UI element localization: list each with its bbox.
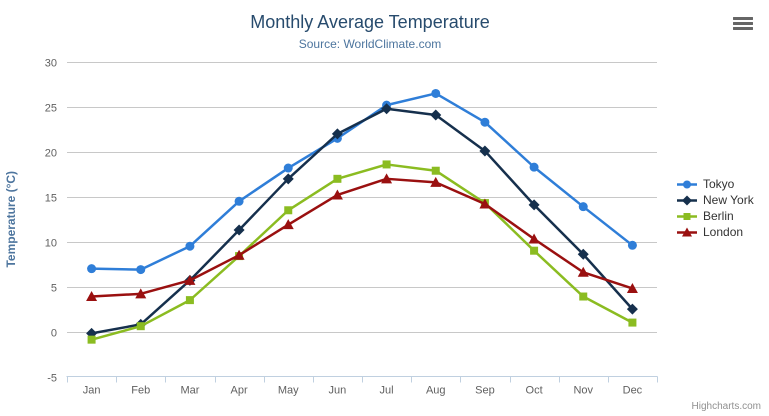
point-london[interactable] xyxy=(135,288,147,299)
point-tokyo[interactable] xyxy=(578,202,588,212)
legend-marker-berlin xyxy=(683,213,691,220)
export-menu-button[interactable] xyxy=(731,15,757,35)
legend-symbol-triangle-icon xyxy=(677,227,697,237)
legend-marker-tokyo xyxy=(683,180,691,189)
y-axis-label: 10 xyxy=(45,238,57,250)
point-new-york[interactable] xyxy=(331,128,343,140)
series-line-new-york[interactable] xyxy=(90,107,634,335)
x-axis-label: Jan xyxy=(83,385,101,397)
y-axis-label: 20 xyxy=(45,148,57,160)
y-axis-label: 30 xyxy=(45,58,57,70)
credits-link[interactable]: Highcharts.com xyxy=(691,401,761,412)
y-axis-label: 25 xyxy=(45,103,57,115)
point-berlin[interactable] xyxy=(284,206,293,215)
point-berlin[interactable] xyxy=(579,292,588,301)
point-new-york[interactable] xyxy=(233,224,245,236)
point-tokyo[interactable] xyxy=(234,196,244,206)
legend-symbol-diamond-icon xyxy=(677,195,697,206)
x-axis-label: Nov xyxy=(573,385,593,397)
legend-item-london[interactable]: London xyxy=(676,224,754,240)
point-london[interactable] xyxy=(184,274,196,285)
point-tokyo[interactable] xyxy=(480,117,490,127)
point-tokyo[interactable] xyxy=(283,163,293,173)
legend: Tokyo New York Berlin London xyxy=(676,176,754,240)
series-line-london[interactable] xyxy=(90,177,634,298)
point-tokyo[interactable] xyxy=(431,88,441,98)
point-london[interactable] xyxy=(86,291,98,302)
x-axis-label: Feb xyxy=(131,385,150,397)
point-london[interactable] xyxy=(479,198,491,209)
legend-item-new-york[interactable]: New York xyxy=(676,192,754,208)
point-berlin[interactable] xyxy=(628,318,637,327)
y-axis-label: 5 xyxy=(51,283,57,295)
point-new-york[interactable] xyxy=(381,103,393,115)
point-berlin[interactable] xyxy=(87,335,96,344)
point-london[interactable] xyxy=(577,266,589,277)
x-axis-label: Aug xyxy=(426,385,446,397)
y-axis-title: Temperature (°C) xyxy=(4,171,18,268)
legend-item-berlin[interactable]: Berlin xyxy=(676,208,754,224)
x-axis-label: May xyxy=(278,385,299,397)
point-london[interactable] xyxy=(233,249,245,260)
legend-label-new-york: New York xyxy=(703,193,754,207)
point-london[interactable] xyxy=(430,176,442,187)
x-axis-label: Sep xyxy=(475,385,495,397)
point-berlin[interactable] xyxy=(136,322,145,331)
point-berlin[interactable] xyxy=(382,160,391,169)
point-berlin[interactable] xyxy=(185,296,194,305)
point-berlin[interactable] xyxy=(431,166,440,175)
series-line-tokyo[interactable] xyxy=(90,92,634,271)
point-tokyo[interactable] xyxy=(136,265,146,275)
series-line-berlin[interactable] xyxy=(90,163,634,341)
point-tokyo[interactable] xyxy=(185,241,195,251)
point-tokyo[interactable] xyxy=(529,162,539,172)
legend-item-tokyo[interactable]: Tokyo xyxy=(676,176,754,192)
x-axis-label: Jul xyxy=(380,385,394,397)
point-berlin[interactable] xyxy=(530,246,539,255)
point-new-york[interactable] xyxy=(528,199,540,211)
x-axis-label: Apr xyxy=(231,385,248,397)
x-axis-label: Dec xyxy=(623,385,643,397)
y-axis-label: 0 xyxy=(51,328,57,340)
point-london[interactable] xyxy=(626,282,638,293)
x-axis-label: Mar xyxy=(180,385,199,397)
legend-label-berlin: Berlin xyxy=(703,209,734,223)
point-london[interactable] xyxy=(282,219,294,230)
legend-marker-new-york xyxy=(682,195,692,206)
point-new-york[interactable] xyxy=(282,173,294,185)
point-berlin[interactable] xyxy=(333,174,342,183)
legend-label-tokyo: Tokyo xyxy=(703,177,735,191)
chart-title: Monthly Average Temperature xyxy=(250,12,490,32)
point-tokyo[interactable] xyxy=(627,240,637,250)
x-axis-label: Oct xyxy=(526,385,543,397)
point-london[interactable] xyxy=(381,173,393,184)
point-new-york[interactable] xyxy=(479,145,491,157)
point-london[interactable] xyxy=(528,233,540,244)
point-tokyo[interactable] xyxy=(87,264,97,274)
x-axis-label: Jun xyxy=(329,385,347,397)
legend-symbol-square-icon xyxy=(677,213,697,220)
legend-symbol-circle-icon xyxy=(677,180,697,189)
point-london[interactable] xyxy=(331,189,343,200)
legend-label-london: London xyxy=(703,225,744,239)
hamburger-icon xyxy=(733,17,755,30)
point-new-york[interactable] xyxy=(430,109,442,121)
y-axis-label: -5 xyxy=(47,373,57,385)
point-new-york[interactable] xyxy=(626,303,638,315)
y-axis-label: 15 xyxy=(45,193,57,205)
point-new-york[interactable] xyxy=(577,248,589,260)
chart-subtitle: Source: WorldClimate.com xyxy=(298,37,442,51)
legend-marker-london xyxy=(682,227,692,237)
